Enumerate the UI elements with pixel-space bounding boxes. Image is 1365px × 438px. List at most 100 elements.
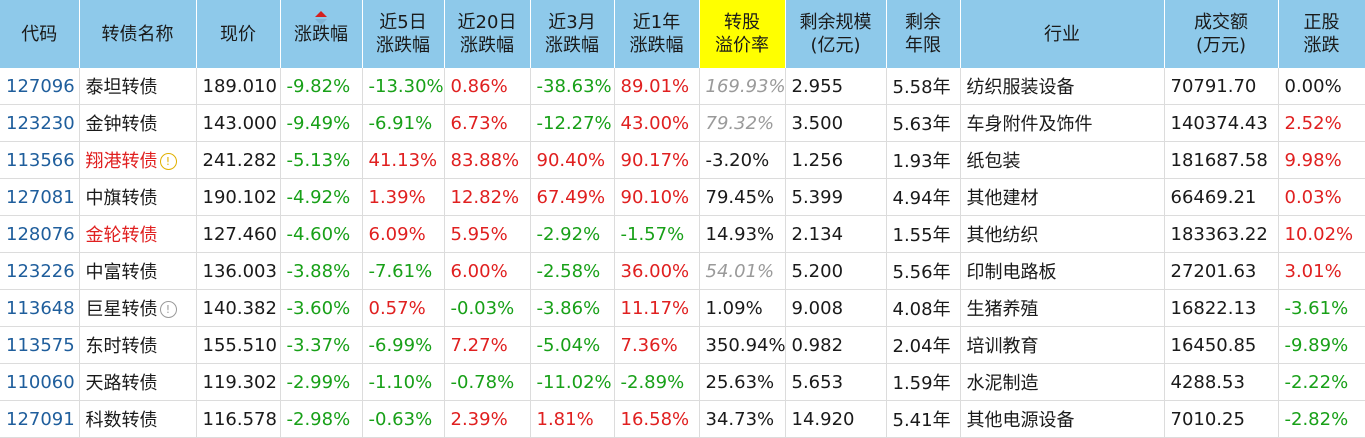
cell-name[interactable]: 泰坦转债 xyxy=(79,68,197,105)
column-header-label: 行业 xyxy=(1044,23,1080,45)
cell-code[interactable]: 127091 xyxy=(0,400,80,438)
cell-chg5d: -0.63% xyxy=(362,400,445,438)
bond-code-link[interactable]: 110060 xyxy=(6,371,75,393)
sort-desc-icon[interactable] xyxy=(315,11,327,25)
column-header-label: 近1年 xyxy=(632,12,681,33)
table-row[interactable]: 123226 中富转债 136.003 -3.88% -7.61% 6.00% -2.58%… xyxy=(0,252,1365,290)
cell-name[interactable]: 巨星转债! xyxy=(79,289,197,327)
cell-code[interactable]: 128076 xyxy=(0,215,80,253)
cell-code[interactable]: 110060 xyxy=(0,363,80,401)
cell-chg20d: -0.03% xyxy=(444,289,531,327)
column-header-industry[interactable]: 行业 xyxy=(960,0,1165,68)
column-header-remaining-size[interactable]: 剩余规模 (亿元) xyxy=(785,0,887,68)
bond-code-link[interactable]: 113648 xyxy=(6,297,75,319)
cell-name[interactable]: 中富转债 xyxy=(79,252,197,290)
cell-stock-change: 10.02% xyxy=(1278,215,1365,253)
cell-chg5d: -6.91% xyxy=(362,104,445,142)
cell-chg3m: -2.58% xyxy=(530,252,615,290)
cell-name[interactable]: 金钟转债 xyxy=(79,104,197,142)
cell-chg3m: 67.49% xyxy=(530,178,615,216)
cell-name[interactable]: 天路转债 xyxy=(79,363,197,401)
bond-code-link[interactable]: 128076 xyxy=(6,223,75,245)
column-header-chg3m[interactable]: 近3月 涨跌幅 xyxy=(530,0,615,68)
cell-remaining-years: 1.93年 xyxy=(886,141,961,179)
cell-stock-change: -2.82% xyxy=(1278,400,1365,438)
cell-remaining-size: 9.008 xyxy=(785,289,887,327)
warning-gray-icon[interactable]: ! xyxy=(159,301,177,318)
cell-chg5d: -6.99% xyxy=(362,326,445,364)
column-header-premium[interactable]: 转股 溢价率 xyxy=(699,0,786,68)
cell-code[interactable]: 113566 xyxy=(0,141,80,179)
column-header-chg5d[interactable]: 近5日 涨跌幅 xyxy=(362,0,445,68)
cell-name[interactable]: 科数转债 xyxy=(79,400,197,438)
cell-code[interactable]: 123226 xyxy=(0,252,80,290)
bond-name-link[interactable]: 天路转债 xyxy=(85,373,158,394)
cell-code[interactable]: 127081 xyxy=(0,178,80,216)
column-header-remaining-years[interactable]: 剩余 年限 xyxy=(886,0,961,68)
bond-name-link[interactable]: 中富转债 xyxy=(85,262,158,283)
cell-code[interactable]: 123230 xyxy=(0,104,80,142)
table-row[interactable]: 113566 翔港转债! 241.282 -5.13% 41.13% 83.88% 90.4… xyxy=(0,141,1365,179)
column-header-label: 剩余规模 xyxy=(799,12,872,33)
cell-remaining-years: 1.59年 xyxy=(886,363,961,401)
cell-premium: 25.63% xyxy=(699,363,786,401)
table-row[interactable]: 127081 中旗转债 190.102 -4.92% 1.39% 12.82% 67.49%… xyxy=(0,178,1365,216)
cell-change: -3.60% xyxy=(280,289,363,327)
bond-code-link[interactable]: 127096 xyxy=(6,75,75,97)
table-row[interactable]: 127091 科数转债 116.578 -2.98% -0.63% 2.39% 1.81% 1… xyxy=(0,400,1365,438)
cell-turnover: 66469.21 xyxy=(1164,178,1279,216)
bond-code-link[interactable]: 127081 xyxy=(6,186,75,208)
cell-chg1y: 11.17% xyxy=(614,289,700,327)
column-header-code[interactable]: 代码 xyxy=(0,0,80,68)
column-header-label: 年限 xyxy=(905,35,941,56)
sort-up-arrow-icon xyxy=(315,11,327,17)
bond-code-link[interactable]: 113566 xyxy=(6,149,75,171)
column-header-chg20d[interactable]: 近20日 涨跌幅 xyxy=(444,0,531,68)
table-row[interactable]: 128076 金轮转债 127.460 -4.60% 6.09% 5.95% -2.92% -… xyxy=(0,215,1365,253)
bond-name-link[interactable]: 巨星转债 xyxy=(85,299,158,320)
table-row[interactable]: 113648 巨星转债! 140.382 -3.60% 0.57% -0.03% -3.86… xyxy=(0,289,1365,327)
table-row[interactable]: 127096 泰坦转债 189.010 -9.82% -13.30% 0.86% -38.6… xyxy=(0,68,1365,105)
column-header-turnover[interactable]: 成交额 (万元) xyxy=(1164,0,1279,68)
bond-name-link[interactable]: 科数转债 xyxy=(85,410,158,431)
sort-down-arrow-icon xyxy=(315,19,327,25)
bond-code-link[interactable]: 123226 xyxy=(6,260,75,282)
cell-name[interactable]: 东时转债 xyxy=(79,326,197,364)
bond-code-link[interactable]: 127091 xyxy=(6,408,75,430)
cell-price: 241.282 xyxy=(196,141,281,179)
bond-name-link[interactable]: 中旗转债 xyxy=(85,188,158,209)
column-header-price[interactable]: 现价 xyxy=(196,0,281,68)
cell-industry: 纺织服装设备 xyxy=(960,68,1165,105)
table-row[interactable]: 110060 天路转债 119.302 -2.99% -1.10% -0.78% -11.0… xyxy=(0,363,1365,401)
table-body: 127096 泰坦转债 189.010 -9.82% -13.30% 0.86% -38.6… xyxy=(0,68,1365,438)
table-row[interactable]: 123230 金钟转债 143.000 -9.49% -6.91% 6.73% -12.27… xyxy=(0,104,1365,142)
cell-code[interactable]: 127096 xyxy=(0,68,80,105)
cell-price: 190.102 xyxy=(196,178,281,216)
cell-code[interactable]: 113648 xyxy=(0,289,80,327)
cell-chg1y: 89.01% xyxy=(614,68,700,105)
cell-turnover: 4288.53 xyxy=(1164,363,1279,401)
cell-premium: 34.73% xyxy=(699,400,786,438)
cell-stock-change: 2.52% xyxy=(1278,104,1365,142)
cell-name[interactable]: 金轮转债 xyxy=(79,215,197,253)
bond-name-link[interactable]: 翔港转债 xyxy=(85,151,158,172)
bond-name-link[interactable]: 金钟转债 xyxy=(85,114,158,135)
cell-premium: 54.01% xyxy=(699,252,786,290)
warning-yellow-icon[interactable]: ! xyxy=(159,153,177,170)
column-header-change[interactable]: 涨跌幅 xyxy=(280,0,363,68)
bond-code-link[interactable]: 113575 xyxy=(6,334,75,356)
cell-name[interactable]: 中旗转债 xyxy=(79,178,197,216)
column-header-chg1y[interactable]: 近1年 涨跌幅 xyxy=(614,0,700,68)
cell-name[interactable]: 翔港转债! xyxy=(79,141,197,179)
bond-name-link[interactable]: 东时转债 xyxy=(85,336,158,357)
column-header-name[interactable]: 转债名称 xyxy=(79,0,197,68)
bond-name-link[interactable]: 金轮转债 xyxy=(85,225,158,246)
cell-remaining-years: 5.56年 xyxy=(886,252,961,290)
bond-name-link[interactable]: 泰坦转债 xyxy=(85,77,158,98)
table-row[interactable]: 113575 东时转债 155.510 -3.37% -6.99% 7.27% -5.04%… xyxy=(0,326,1365,364)
bond-code-link[interactable]: 123230 xyxy=(6,112,75,134)
cell-turnover: 7010.25 xyxy=(1164,400,1279,438)
column-header-stock-change[interactable]: 正股 涨跌 xyxy=(1278,0,1365,68)
cell-code[interactable]: 113575 xyxy=(0,326,80,364)
table-header-row: 代码 转债名称 现价 涨跌幅 近5日 涨跌幅 近20日 涨跌幅 近3月 涨跌幅 近1年 涨跌幅 转股 溢价… xyxy=(0,0,1365,68)
